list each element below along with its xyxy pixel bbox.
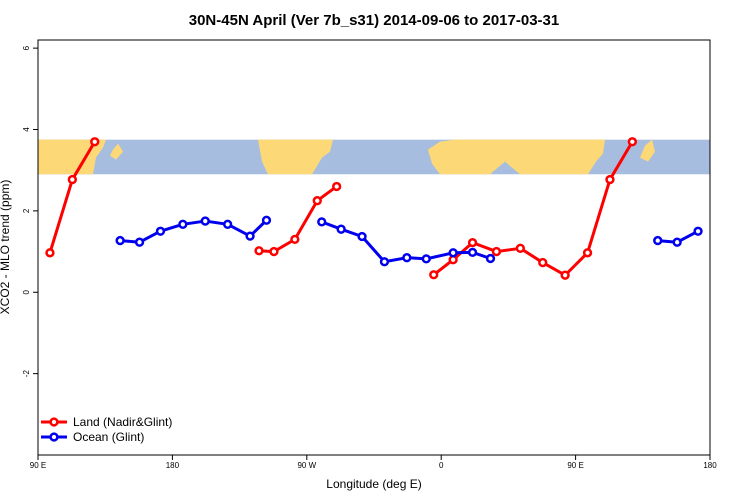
ocean-point — [693, 226, 703, 236]
land-point — [254, 246, 264, 256]
ocean-point — [115, 235, 125, 246]
ocean-point — [223, 219, 233, 229]
land-point — [627, 137, 637, 147]
land-point — [45, 248, 55, 258]
map-band — [38, 139, 710, 175]
x-tick-label: 180 — [703, 461, 717, 470]
map-land — [38, 139, 106, 175]
ocean-point — [134, 237, 145, 247]
land-point — [332, 181, 342, 192]
map-land — [640, 139, 655, 162]
ocean-point — [178, 219, 188, 229]
land-point — [582, 248, 593, 258]
ocean-point — [448, 248, 458, 258]
ocean-point — [653, 235, 663, 246]
land-point — [515, 243, 525, 253]
y-tick-label: 0 — [22, 289, 31, 294]
ocean-point — [672, 237, 682, 247]
x-tick-label: 90 W — [297, 461, 316, 470]
land-point — [90, 137, 100, 147]
legend-label-ocean: Ocean (Glint) — [73, 430, 144, 444]
ocean-point — [245, 231, 255, 241]
x-tick-label: 90 E — [30, 461, 46, 470]
ocean-point — [467, 247, 478, 258]
ocean-point — [357, 231, 367, 242]
map-land — [258, 139, 333, 175]
ocean-point — [402, 253, 412, 263]
legend-marker-land — [49, 417, 59, 427]
y-tick-label: 4 — [22, 127, 31, 132]
ocean-point — [261, 215, 272, 225]
x-tick-label: 90 E — [567, 461, 583, 470]
ocean-point — [421, 254, 431, 264]
y-axis-title: XCO2 - MLO trend (ppm) — [0, 180, 12, 315]
x-tick-label: 0 — [439, 461, 444, 470]
map-land — [428, 139, 605, 175]
y-axis: -2 0 2 4 6 — [22, 45, 38, 377]
x-tick-label: 180 — [166, 461, 180, 470]
land-point — [67, 174, 77, 185]
legend-label-land: Land (Nadir&Glint) — [73, 415, 172, 429]
y-tick-label: -2 — [22, 370, 31, 378]
ocean-point — [155, 226, 166, 236]
land-point — [467, 237, 478, 248]
ocean-point — [200, 216, 210, 226]
legend: Land (Nadir&Glint)Ocean (Glint) — [41, 415, 172, 444]
chart-title: 30N-45N April (Ver 7b_s31) 2014-09-06 to… — [189, 12, 559, 29]
x-axis-title: Longitude (deg E) — [326, 477, 421, 491]
land-point — [269, 246, 279, 257]
map-ocean — [38, 139, 710, 175]
x-axis: 90 E 180 90 W 0 90 E 180 — [30, 455, 717, 470]
land-point — [560, 270, 570, 280]
ocean-point — [379, 257, 390, 267]
ocean-point — [317, 217, 327, 227]
legend-marker-ocean — [49, 432, 59, 442]
land-point — [290, 234, 300, 245]
land-point — [538, 257, 548, 268]
land-point — [429, 270, 439, 280]
y-tick-label: 6 — [22, 45, 31, 50]
y-tick-label: 2 — [22, 208, 31, 213]
ocean-point — [336, 224, 346, 234]
land-point — [312, 196, 322, 206]
series-layer — [45, 137, 703, 280]
land-point — [491, 246, 502, 257]
plot-frame — [37, 39, 711, 456]
ocean-point — [485, 253, 496, 264]
land-point — [605, 174, 615, 185]
map-land — [110, 143, 123, 160]
